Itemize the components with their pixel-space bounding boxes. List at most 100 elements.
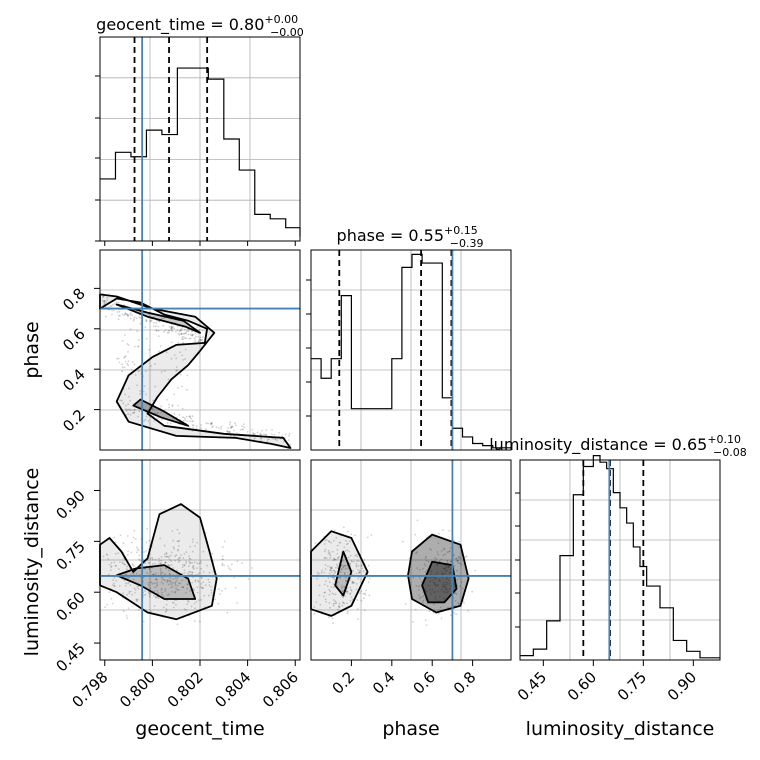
- scatter-point: [330, 571, 333, 574]
- scatter-point: [180, 554, 182, 556]
- scatter-point: [182, 586, 184, 589]
- scatter-point: [358, 572, 361, 574]
- scatter-point: [172, 602, 175, 604]
- scatter-point: [428, 610, 431, 612]
- scatter-point: [113, 585, 116, 588]
- scatter-point: [349, 562, 351, 565]
- scatter-point: [168, 593, 170, 596]
- scatter-point: [323, 557, 326, 559]
- scatter-point: [448, 565, 450, 568]
- scatter-point: [441, 528, 444, 531]
- scatter-point: [169, 580, 172, 582]
- scatter-point: [347, 556, 350, 559]
- scatter-point: [425, 624, 428, 626]
- scatter-point: [167, 564, 170, 567]
- scatter-point: [137, 345, 139, 348]
- scatter-point: [457, 556, 460, 559]
- scatter-point: [150, 581, 153, 584]
- scatter-point: [119, 534, 122, 536]
- scatter-point: [166, 422, 169, 424]
- scatter-point: [177, 548, 179, 551]
- scatter-point: [204, 584, 207, 586]
- scatter-point: [349, 586, 352, 589]
- scatter-point: [106, 299, 109, 302]
- scatter-point: [324, 543, 326, 545]
- scatter-point: [177, 404, 180, 407]
- scatter-point: [346, 590, 349, 593]
- scatter-point: [165, 603, 168, 606]
- scatter-point: [241, 428, 244, 431]
- scatter-point: [155, 572, 157, 575]
- scatter-point: [111, 313, 113, 316]
- scatter-point: [329, 566, 331, 569]
- scatter-point: [153, 322, 155, 324]
- scatter-point: [187, 333, 190, 336]
- scatter-point: [332, 599, 335, 601]
- scatter-point: [434, 583, 436, 586]
- scatter-point: [110, 565, 113, 567]
- scatter-point: [188, 560, 191, 563]
- scatter-point: [144, 562, 146, 565]
- tick-geocent-0: 0.798: [68, 668, 111, 711]
- scatter-point: [231, 425, 233, 428]
- scatter-point: [167, 563, 170, 566]
- scatter-point: [186, 587, 189, 590]
- scatter-point: [163, 553, 166, 556]
- scatter-point: [163, 317, 166, 320]
- scatter-point: [458, 540, 460, 543]
- scatter-point: [160, 556, 163, 558]
- scatter-point: [174, 591, 176, 594]
- scatter-point: [347, 610, 349, 613]
- scatter-point: [176, 329, 179, 331]
- scatter-point: [155, 578, 157, 581]
- scatter-point: [452, 554, 455, 556]
- scatter-point: [345, 543, 348, 546]
- scatter-point: [446, 576, 449, 579]
- scatter-point: [430, 592, 432, 595]
- scatter-point: [321, 569, 323, 572]
- scatter-point: [171, 530, 174, 532]
- scatter-point: [265, 429, 268, 431]
- scatter-point: [126, 343, 129, 345]
- scatter-point: [128, 592, 131, 595]
- scatter-point: [188, 426, 191, 428]
- scatter-point: [171, 601, 174, 604]
- scatter-point: [230, 563, 233, 566]
- scatter-point: [156, 412, 159, 415]
- scatter-point: [432, 576, 435, 579]
- scatter-point: [164, 329, 167, 332]
- scatter-point: [206, 564, 209, 567]
- scatter-point: [127, 408, 129, 411]
- scatter-point: [145, 337, 148, 340]
- scatter-point: [162, 595, 165, 598]
- scatter-point: [336, 563, 338, 566]
- scatter-point: [189, 558, 192, 560]
- scatter-point: [127, 582, 129, 585]
- scatter-point: [223, 540, 226, 543]
- scatter-point: [144, 326, 147, 328]
- scatter-point: [172, 578, 175, 580]
- scatter-point: [149, 320, 152, 323]
- scatter-point: [195, 327, 198, 329]
- scatter-point: [352, 581, 354, 583]
- scatter-point: [352, 581, 355, 584]
- scatter-point: [148, 568, 151, 570]
- scatter-point: [329, 554, 332, 557]
- scatter-point: [338, 605, 340, 608]
- scatter-point: [125, 584, 127, 587]
- scatter-point: [112, 579, 114, 581]
- scatter-point: [441, 571, 443, 574]
- scatter-point: [156, 412, 159, 414]
- scatter-point: [115, 564, 117, 567]
- scatter-point: [176, 588, 179, 591]
- panels-layer: [99, 36, 721, 661]
- scatter-point: [209, 422, 212, 425]
- scatter-point: [113, 582, 115, 585]
- scatter-point: [172, 567, 175, 569]
- scatter-point: [333, 569, 336, 572]
- scatter-point: [172, 582, 174, 584]
- scatter-point: [189, 589, 192, 592]
- scatter-point: [440, 617, 443, 620]
- scatter-point: [424, 571, 427, 574]
- scatter-point: [338, 606, 341, 609]
